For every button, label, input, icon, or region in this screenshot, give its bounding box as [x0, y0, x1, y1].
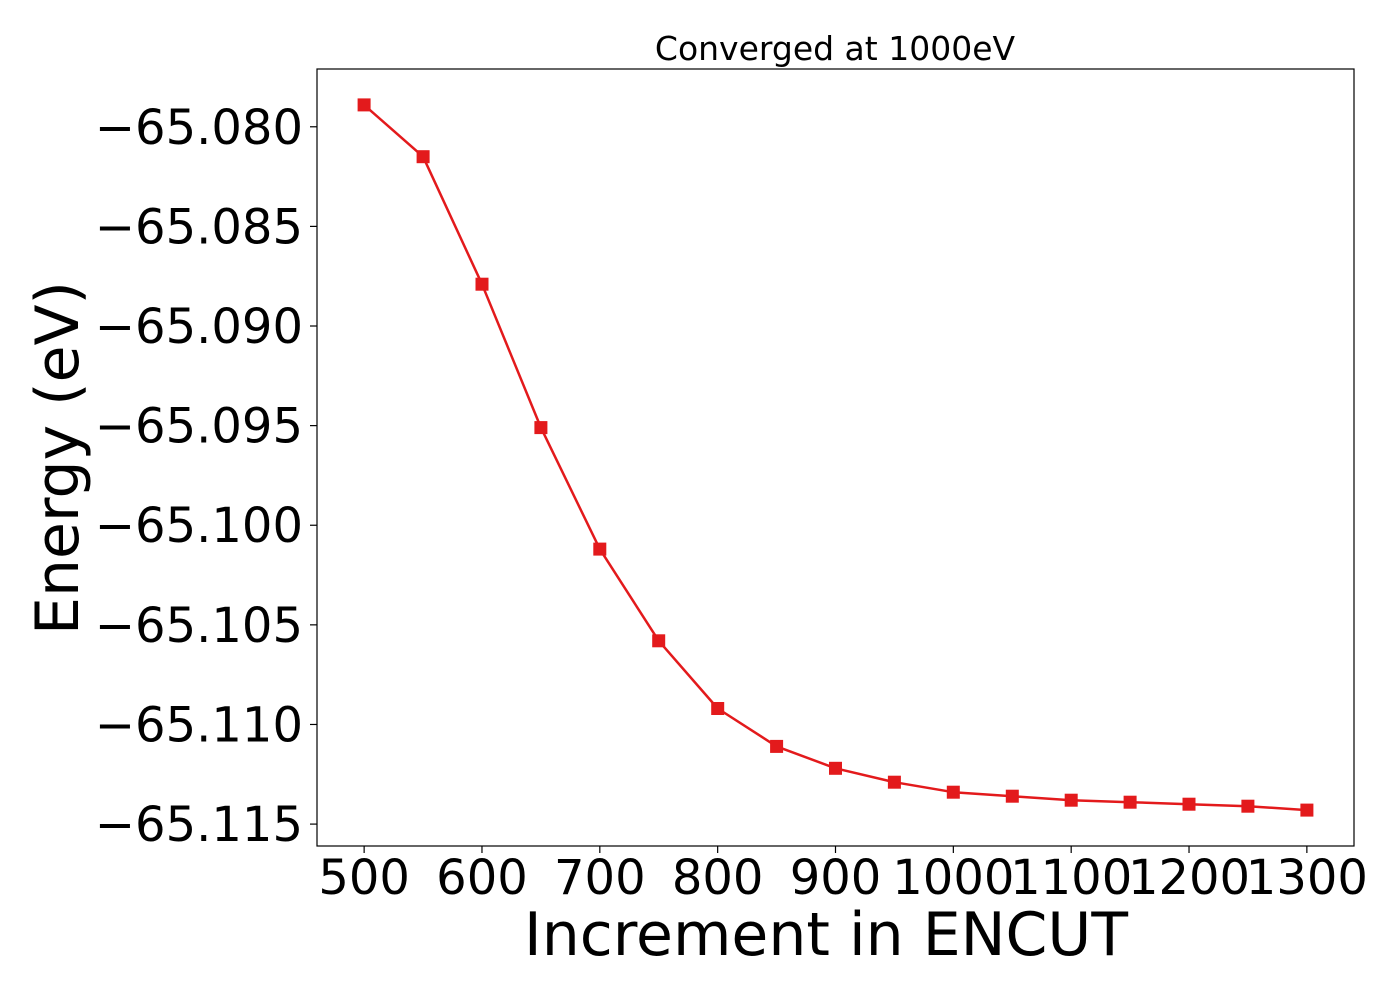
data-point-marker: [1005, 789, 1019, 803]
data-point-marker: [416, 150, 430, 164]
y-tick-label: −65.085: [95, 199, 303, 255]
data-point-marker: [1182, 797, 1196, 811]
series-line: [363, 103, 1307, 812]
data-point-marker: [946, 785, 960, 799]
x-tick-label: 1200: [1128, 850, 1250, 906]
series-layer: [357, 98, 1314, 817]
y-tick-label: −65.115: [95, 797, 303, 853]
data-point-marker: [1064, 793, 1078, 807]
x-tick-label: 900: [790, 850, 882, 906]
data-point-marker: [1300, 803, 1314, 817]
data-point-marker: [711, 702, 725, 715]
plot-frame: [316, 68, 1355, 847]
x-tick-label: 1000: [892, 850, 1014, 906]
x-tick-label: 500: [318, 850, 410, 906]
y-tick-label: −65.090: [95, 299, 303, 355]
x-tick-label: 1100: [1010, 850, 1132, 906]
data-point-marker: [887, 775, 901, 789]
data-point-marker: [1123, 795, 1137, 809]
y-tick-label: −65.095: [95, 399, 303, 455]
y-tick-label: −65.100: [95, 498, 303, 554]
x-tick-label: 600: [436, 850, 528, 906]
data-point-marker: [652, 634, 666, 648]
y-tick-label: −65.080: [95, 100, 303, 156]
data-point-marker: [593, 542, 607, 556]
chart-title: Converged at 1000eV: [655, 29, 1016, 68]
data-point-marker: [1241, 799, 1255, 813]
data-point-marker: [357, 98, 371, 112]
y-tick-label: −65.110: [95, 697, 303, 753]
data-point-marker: [829, 761, 842, 775]
x-tick-label: 800: [672, 850, 764, 906]
data-point-marker: [475, 277, 489, 291]
data-point-marker: [770, 739, 784, 753]
x-tick-label: 700: [554, 850, 646, 906]
data-point-marker: [534, 421, 548, 435]
x-tick-label: 1300: [1246, 850, 1368, 906]
y-tick-label: −65.105: [95, 598, 303, 654]
y-axis-label: Energy (eV): [23, 281, 93, 635]
x-axis-label: Increment in ENCUT: [524, 900, 1128, 970]
